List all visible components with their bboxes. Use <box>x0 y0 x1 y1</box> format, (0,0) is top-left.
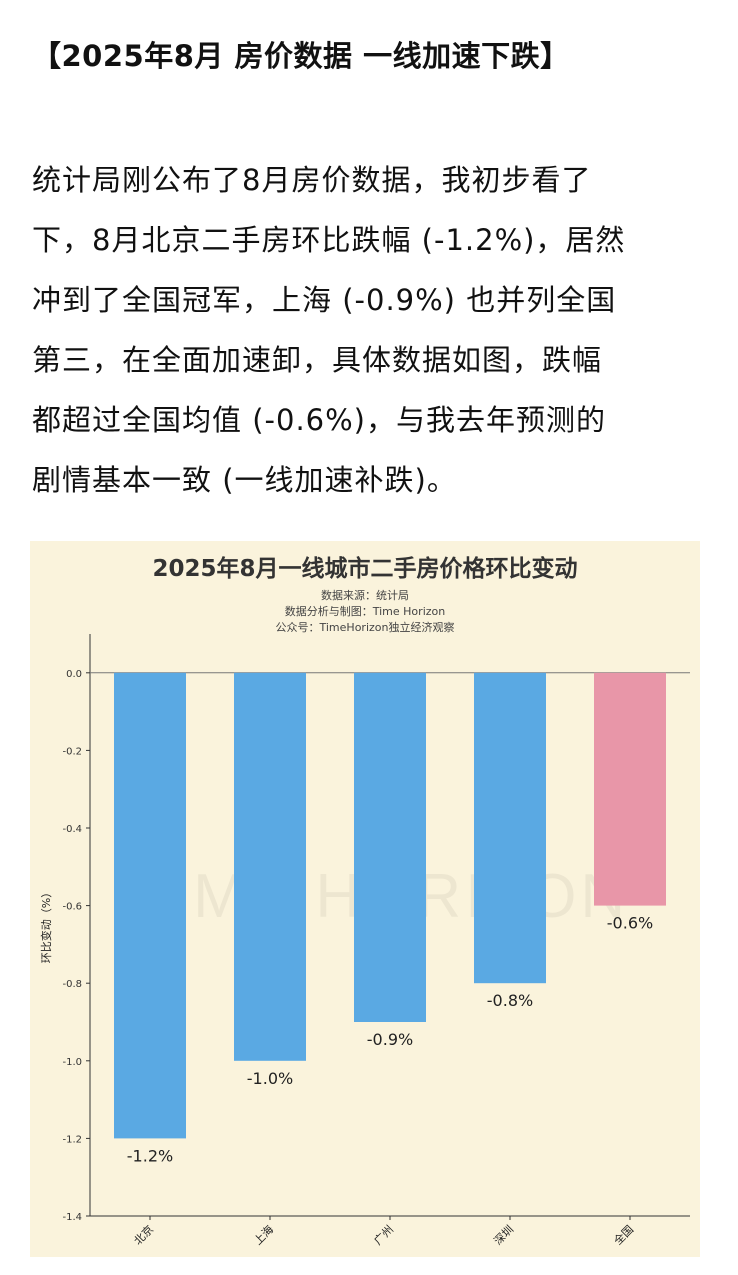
chart-author-line: 数据分析与制图：Time Horizon <box>284 605 446 618</box>
x-tick-label: 北京 <box>131 1222 156 1247</box>
x-tick-label: 上海 <box>251 1222 276 1247</box>
data-label: -0.8% <box>487 991 533 1010</box>
bar-深圳 <box>474 672 546 984</box>
y-tick-label: -1.0 <box>62 1057 82 1068</box>
x-tick-label: 深圳 <box>491 1223 516 1248</box>
chart-title: 2025年8月一线城市二手房价格环比变动 <box>152 556 578 582</box>
y-tick-label: -0.4 <box>62 824 82 835</box>
chart-account-line: 公众号：TimeHorizon独立经济观察 <box>275 621 455 634</box>
bar-全国 <box>594 672 666 906</box>
paragraph-line: 都超过全国均值 (-0.6%)，与我去年预测的 <box>32 403 606 437</box>
paragraph-line: 剧情基本一致 (一线加速补跌)。 <box>32 463 457 497</box>
y-tick-label: -0.8 <box>62 979 82 990</box>
data-label: -0.9% <box>367 1030 413 1049</box>
x-tick-label: 全国 <box>611 1222 636 1247</box>
data-label: -0.6% <box>607 914 653 933</box>
bar-广州 <box>354 672 426 1022</box>
data-label: -1.2% <box>127 1146 173 1165</box>
y-tick-label: -1.4 <box>62 1212 82 1223</box>
y-tick-label: -0.6 <box>62 902 82 913</box>
data-label: -1.0% <box>247 1069 293 1088</box>
bar-chart-plot: 0.0 -0.2 -0.4 -0.6 -0.8 -1.0 -1.2 -1.4 环比变动（%） -1… <box>39 634 690 1248</box>
bar-北京 <box>114 672 186 1139</box>
bar-上海 <box>234 672 306 1061</box>
paragraph-line: 第三，在全面加速卸，具体数据如图，跌幅 <box>32 343 603 377</box>
chart-image: 2025年8月一线城市二手房价格环比变动 数据来源：统计局 数据分析与制图：Ti… <box>30 541 700 1257</box>
y-tick-label: 0.0 <box>66 669 82 680</box>
y-tick-label: -1.2 <box>62 1134 82 1145</box>
y-tick-label: -0.2 <box>62 746 82 757</box>
paragraph-line: 统计局刚公布了8月房价数据，我初步看了 <box>32 163 592 197</box>
x-tick-label: 广州 <box>371 1223 396 1248</box>
paragraph-line: 冲到了全国冠军，上海 (-0.9%) 也并列全国 <box>32 283 617 317</box>
post-body: 统计局刚公布了8月房价数据，我初步看了 下，8月北京二手房环比跌幅 (-1.2%… <box>32 150 712 510</box>
y-axis-label: 环比变动（%） <box>39 887 53 963</box>
chart-source-line: 数据来源：统计局 <box>321 589 409 602</box>
post-title: 【2025年8月 房价数据 一线加速下跌】 <box>32 39 570 73</box>
paragraph-line: 下，8月北京二手房环比跌幅 (-1.2%)，居然 <box>32 223 626 257</box>
